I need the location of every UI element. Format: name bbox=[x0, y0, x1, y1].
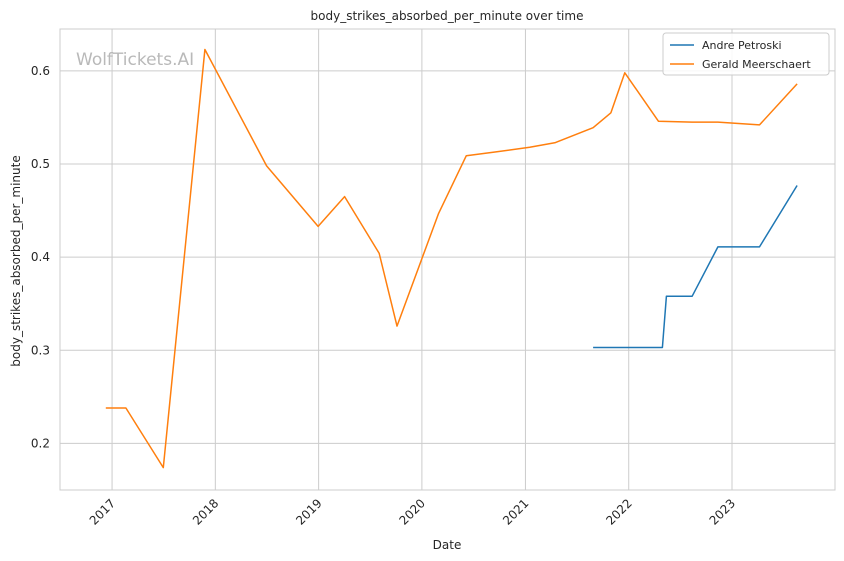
y-axis-title: body_strikes_absorbed_per_minute bbox=[9, 155, 23, 366]
legend-label-gerald-meerschaert: Gerald Meerschaert bbox=[702, 58, 811, 71]
data-point-gerald-meerschaert bbox=[125, 407, 127, 409]
data-point-andre-petroski bbox=[592, 347, 594, 349]
data-point-gerald-meerschaert bbox=[658, 120, 660, 122]
y-tick-label: 0.4 bbox=[31, 250, 50, 264]
data-point-gerald-meerschaert bbox=[624, 72, 626, 74]
plot-background bbox=[60, 29, 835, 490]
grid-lines bbox=[60, 29, 835, 490]
y-tick-label: 0.5 bbox=[31, 157, 50, 171]
watermark-text: WolfTickets.AI bbox=[76, 50, 194, 70]
chart-title: body_strikes_absorbed_per_minute over ti… bbox=[311, 9, 584, 23]
data-point-gerald-meerschaert bbox=[204, 49, 206, 51]
data-point-gerald-meerschaert bbox=[438, 213, 440, 215]
series-lines bbox=[105, 48, 798, 469]
plot-area bbox=[59, 28, 836, 491]
data-point-gerald-meerschaert bbox=[396, 325, 398, 327]
data-point-andre-petroski bbox=[717, 246, 719, 248]
x-axis-title: Date bbox=[433, 538, 462, 552]
plot-frame bbox=[59, 28, 836, 491]
y-tick-label: 0.6 bbox=[31, 64, 50, 78]
data-point-gerald-meerschaert bbox=[466, 155, 468, 157]
data-point-gerald-meerschaert bbox=[105, 407, 107, 409]
data-point-gerald-meerschaert bbox=[796, 83, 798, 85]
y-tick-label: 0.2 bbox=[31, 436, 50, 450]
data-point-gerald-meerschaert bbox=[317, 226, 319, 228]
data-point-andre-petroski bbox=[666, 295, 668, 297]
legend-label-andre-petroski: Andre Petroski bbox=[702, 39, 782, 52]
data-point-gerald-meerschaert bbox=[378, 253, 380, 255]
y-tick-label: 0.3 bbox=[31, 343, 50, 357]
data-point-gerald-meerschaert bbox=[555, 142, 557, 144]
data-point-gerald-meerschaert bbox=[162, 467, 164, 469]
data-point-gerald-meerschaert bbox=[691, 121, 693, 123]
data-point-gerald-meerschaert bbox=[759, 124, 761, 126]
data-point-gerald-meerschaert bbox=[717, 121, 719, 123]
legend: Andre Petroski Gerald Meerschaert bbox=[662, 32, 830, 76]
data-point-gerald-meerschaert bbox=[344, 196, 346, 198]
data-point-gerald-meerschaert bbox=[529, 146, 531, 148]
data-point-gerald-meerschaert bbox=[610, 112, 612, 114]
data-point-gerald-meerschaert bbox=[592, 127, 594, 129]
legend-box bbox=[662, 32, 830, 76]
data-point-gerald-meerschaert bbox=[495, 151, 497, 153]
data-point-andre-petroski bbox=[759, 246, 761, 248]
series-line-gerald-meerschaert bbox=[105, 48, 798, 469]
data-point-andre-petroski bbox=[662, 347, 664, 349]
data-point-gerald-meerschaert bbox=[266, 165, 268, 167]
series-line-andre-petroski bbox=[593, 185, 798, 349]
data-point-andre-petroski bbox=[691, 295, 693, 297]
data-point-andre-petroski bbox=[796, 185, 798, 187]
